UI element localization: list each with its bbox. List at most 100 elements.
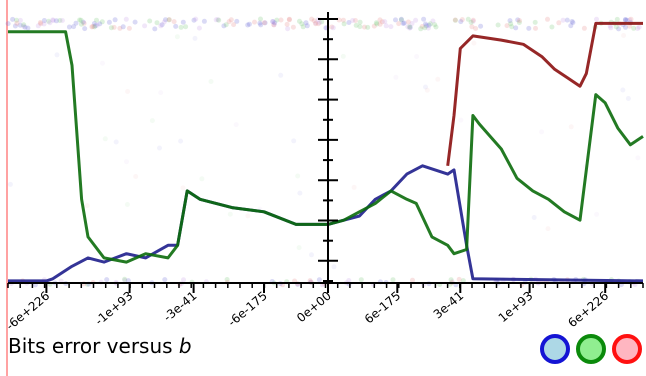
noise-point [300,24,306,30]
noise-point [329,24,335,30]
noise-point [507,18,513,24]
x-tick-label: -6e-175 [225,289,270,330]
noise-point [152,26,158,32]
noise-point [158,90,164,96]
x-tick-label: -6e+226 [3,289,52,333]
noise-point [594,16,599,22]
noise-point [272,20,278,26]
noise-point [221,23,227,29]
noise-point [435,76,441,82]
noise-point [377,21,383,27]
noise-point [7,181,13,187]
noise-point [257,20,263,26]
noise-point [286,17,292,23]
noise-point [296,245,302,251]
legend-blue-toggle[interactable] [540,334,570,364]
noise-point [405,19,411,25]
noise-point [166,17,172,23]
noise-point [631,25,637,31]
noise-point [233,122,239,128]
noise-points [5,16,642,288]
noise-point [41,18,47,23]
noise-point [246,21,252,27]
noise-point [473,26,479,31]
noise-point [213,17,219,23]
x-tick-label: 6e+226 [565,289,611,331]
noise-point [77,17,83,23]
noise-point [271,22,277,28]
noise-point [358,277,364,283]
x-tick-label: 6e-175 [362,289,403,327]
noise-point [183,24,189,30]
noise-point [227,211,233,217]
green-series-line [8,30,644,264]
noise-point [245,22,251,28]
noise-point [307,278,313,284]
noise-point [346,278,352,283]
noise-point [570,20,576,26]
noise-point [124,159,129,165]
noise-point [465,16,471,22]
noise-point [362,24,367,30]
noise-point [297,190,303,196]
noise-point [396,21,402,27]
noise-point [122,276,128,282]
noise-point [423,21,428,27]
noise-point [258,16,263,22]
noise-point [216,17,222,23]
noise-point [624,17,630,23]
noise-point [158,23,164,29]
noise-point [377,17,383,23]
noise-point [469,24,475,30]
noise-point [35,23,41,29]
noise-point [460,278,466,284]
noise-point [357,19,363,25]
noise-point [261,20,267,26]
noise-point [526,25,532,31]
x-tick-label: 3e-41 [431,289,467,322]
noise-point [365,24,371,30]
noise-point [38,21,44,27]
caption-text: Bits error versus [8,334,179,358]
noise-point [14,20,20,26]
legend-red-toggle[interactable] [612,334,642,364]
x-tick-labels: -6e+226 -1e+93 -3e-41 -6e-175 0e+00 6e-175 3e-… [3,289,611,333]
noise-point [171,19,177,25]
noise-point [357,24,363,30]
noise-point [125,278,131,284]
noise-point [620,87,626,93]
noise-point [622,17,628,22]
noise-point [504,23,510,29]
x-tick-label: 1e+93 [496,289,536,326]
noise-point [517,18,522,24]
noise-point [112,17,118,23]
noise-point [423,84,428,90]
noise-point [330,25,336,31]
noise-point [286,16,292,22]
noise-point [41,21,47,27]
noise-point [393,74,399,80]
noise-point [452,17,458,23]
noise-point [350,18,356,23]
noise-point [201,18,207,24]
caption-variable: b [178,334,192,358]
noise-point [352,18,358,23]
noise-point [113,139,119,145]
noise-point [94,17,99,23]
noise-point [50,17,56,23]
noise-point [568,124,574,130]
noise-point [271,22,277,28]
noise-point [508,21,514,27]
noise-point [346,20,352,25]
noise-point [424,87,430,93]
legend-green-toggle[interactable] [576,334,606,364]
noise-point [78,21,84,27]
legend [540,334,642,364]
noise-point [47,20,53,26]
noise-point [99,19,105,25]
noise-point [157,145,162,151]
noise-point [456,276,462,282]
noise-point [199,176,205,182]
noise-point [17,17,23,23]
